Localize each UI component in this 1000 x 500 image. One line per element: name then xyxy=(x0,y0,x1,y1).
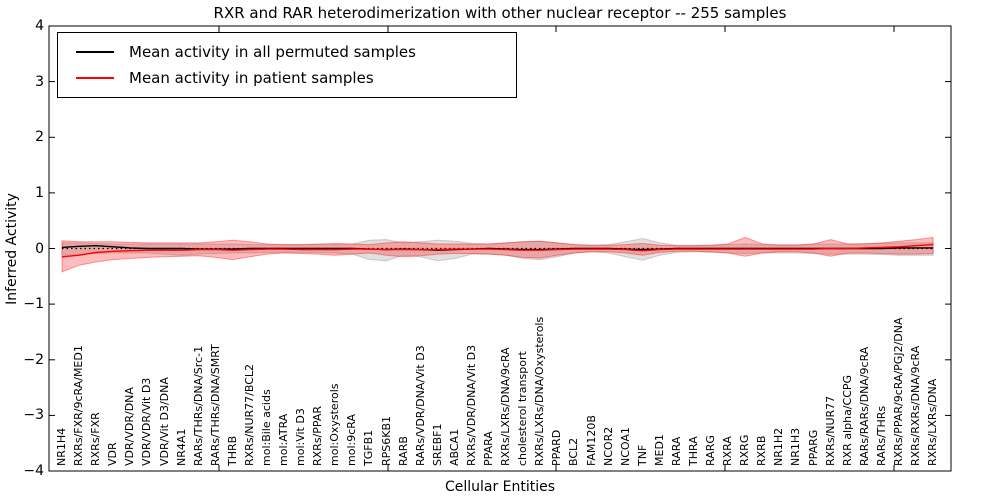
patient-samples-range-band xyxy=(61,236,934,273)
x-tick-label: RXRG xyxy=(738,434,752,466)
legend-label-permuted: Mean activity in all permuted samples xyxy=(129,43,416,61)
x-tick-label: RARB xyxy=(396,436,410,466)
y-tick-label: −3 xyxy=(23,407,44,424)
x-tick-label: VDR/VDR/Vit D3 xyxy=(140,377,154,466)
x-tick-label: PPARA xyxy=(482,431,495,466)
x-tick-label: RXRs/PPAR xyxy=(311,406,325,466)
x-tick-label: RXRs/NUR77 xyxy=(823,395,837,466)
x-tick-label: RXR alpha/CCPG xyxy=(840,374,854,466)
legend-line-sample-red xyxy=(76,77,114,79)
x-tick-label: NCOR2 xyxy=(601,426,615,466)
x-tick-label: RARs/VDR/DNA/Vit D3 xyxy=(413,345,427,466)
x-tick-label: RARs/THRs/DNA/SMRT xyxy=(208,344,222,466)
legend-label-patient: Mean activity in patient samples xyxy=(129,69,374,87)
x-tick-label: RARs/THRs/DNA/Src-1 xyxy=(191,345,205,466)
x-tick-label: RXRs/NUR77/BCL2 xyxy=(242,363,256,466)
x-tick-label: RXRs/FXR/9cRA/MED1 xyxy=(72,345,86,466)
x-tick-label: NR1H3 xyxy=(789,427,803,466)
x-tick-label: NR4A1 xyxy=(174,428,188,466)
legend-line-sample-black xyxy=(76,51,114,53)
x-tick-label: NCOA1 xyxy=(618,427,632,466)
y-tick-label: 4 xyxy=(35,18,44,34)
y-tick-label: 0 xyxy=(35,240,44,257)
x-tick-label: RXRs/FXR xyxy=(89,412,103,466)
x-tick-label: mol:Vit D3 xyxy=(294,408,308,466)
y-tick-label: 2 xyxy=(35,129,44,146)
x-tick-label: RARA xyxy=(669,436,683,466)
x-tick-label: RXRs/LXRs/DNA/Oxysterols xyxy=(533,316,547,466)
x-tick-label: TNF xyxy=(635,444,649,466)
x-tick-label: RXRs/LXRs/DNA/9cRA xyxy=(499,347,513,466)
x-tick-label: SREBF1 xyxy=(430,423,444,466)
x-axis-title: Cellular Entities xyxy=(444,479,556,495)
x-tick-label: mol:Bile acids xyxy=(260,389,273,466)
y-tick-label: −4 xyxy=(23,463,44,479)
x-tick-label: RARs/RARs/DNA/9cRA xyxy=(857,346,871,466)
x-tick-label: MED1 xyxy=(652,434,666,466)
y-tick-label: −1 xyxy=(23,296,44,313)
x-tick-label: PPARG xyxy=(806,429,820,466)
x-tick-label: NR1H2 xyxy=(772,427,786,466)
x-tick-label: mol:ATRA xyxy=(277,413,290,466)
axis-ticks xyxy=(49,25,951,472)
x-tick-label: VDR/Vit D3/DNA xyxy=(157,377,171,466)
x-tick-label: THRB xyxy=(225,435,239,466)
x-tick-label: VDR xyxy=(106,442,120,466)
x-tick-label: cholesterol transport xyxy=(516,351,530,466)
series-line-patient xyxy=(61,243,934,258)
x-tick-label: NR1H4 xyxy=(55,427,68,466)
x-tick-label: RPS6KB1 xyxy=(379,415,393,466)
legend-row-permuted: Mean activity in all permuted samples xyxy=(58,39,516,65)
y-tick-label: −2 xyxy=(23,351,44,368)
x-tick-label: RXRB xyxy=(755,435,769,466)
chart-title: RXR and RAR heterodimerization with othe… xyxy=(213,4,787,22)
y-tick-label: 3 xyxy=(35,73,44,90)
x-tick-label: RXRA xyxy=(721,436,735,466)
x-tick-label: RXRs/VDR/DNA/Vit D3 xyxy=(464,344,478,466)
x-tick-label: RXRs/LXRs/DNA xyxy=(926,378,940,466)
legend-row-patient: Mean activity in patient samples xyxy=(58,65,516,91)
y-axis-title: Inferred Activity xyxy=(4,193,20,305)
x-tick-label: FAM120B xyxy=(584,415,598,466)
x-tick-label: mol:9cRA xyxy=(345,414,359,466)
x-tick-label: PPARD xyxy=(550,429,564,466)
x-tick-label: BCL2 xyxy=(567,437,581,466)
x-tick-label: mol:Oxysterols xyxy=(328,383,342,467)
x-tick-label: VDR/VDR/DNA xyxy=(123,387,137,466)
x-tick-label: RXRs/PPAR/9cRA/PGJ2/DNA xyxy=(891,317,905,467)
y-tick-label: 1 xyxy=(35,184,44,201)
x-tick-label: RXRs/RXRs/DNA/9cRA xyxy=(909,345,922,466)
x-tick-label: THRA xyxy=(687,436,700,466)
x-tick-label: RARs/THRs xyxy=(874,405,888,466)
x-tick-label: ABCA1 xyxy=(447,428,461,466)
x-tick-label: TGFB1 xyxy=(362,429,376,466)
x-tick-label: RARG xyxy=(704,435,717,466)
legend: Mean activity in all permuted samples Me… xyxy=(57,32,517,98)
